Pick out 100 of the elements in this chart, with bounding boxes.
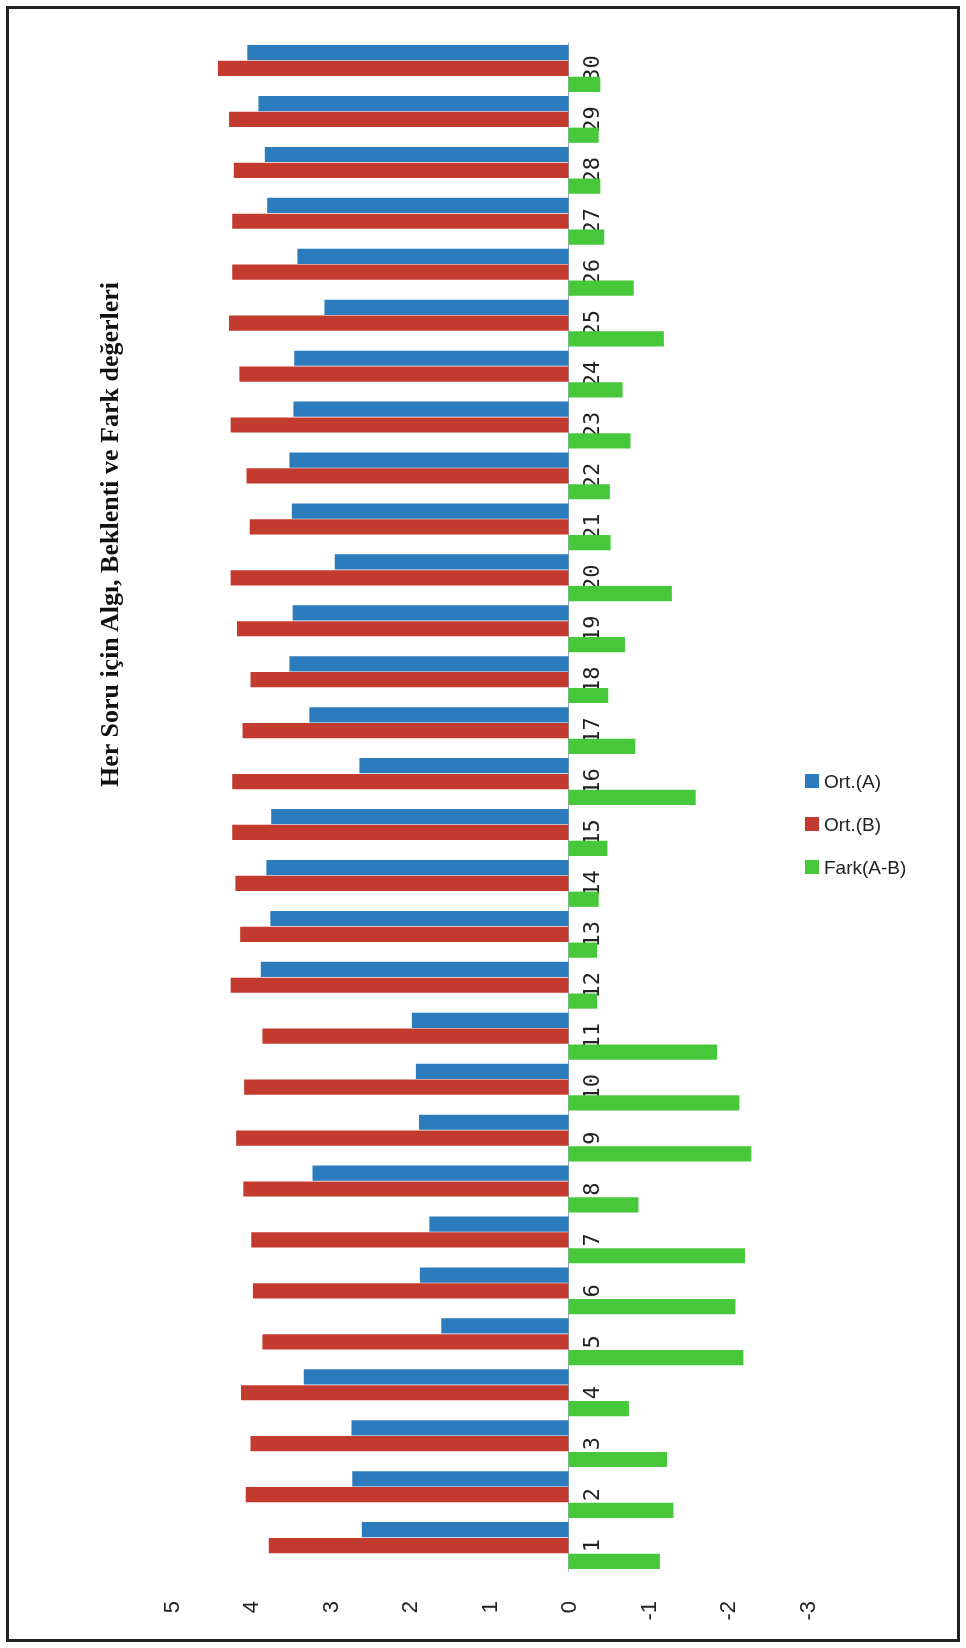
bar <box>411 1012 569 1028</box>
bar <box>568 1197 639 1213</box>
bar <box>262 1028 569 1044</box>
bar <box>568 484 610 500</box>
bar <box>244 1079 569 1095</box>
bar <box>568 76 601 92</box>
x-tick-label: 0 <box>556 1601 581 1614</box>
bar <box>294 350 569 366</box>
bar <box>230 417 569 433</box>
legend-label: Ort.(A) <box>824 770 881 792</box>
bar <box>568 738 636 755</box>
y-tick-label: 10 <box>579 1073 604 1101</box>
y-tick-label: 7 <box>579 1233 604 1247</box>
bar <box>324 299 569 315</box>
bar <box>429 1216 569 1232</box>
bar <box>229 315 569 331</box>
y-tick-label: 4 <box>579 1386 604 1400</box>
bar <box>568 687 609 704</box>
y-tick-label: 6 <box>579 1284 604 1298</box>
bar <box>441 1318 569 1334</box>
bar <box>251 1232 569 1248</box>
x-tick-label: -3 <box>794 1601 820 1621</box>
y-tick-label: 13 <box>579 921 604 948</box>
bar <box>236 1130 569 1146</box>
bar <box>236 621 569 637</box>
bar <box>289 656 569 672</box>
bar <box>243 1181 569 1197</box>
y-tick-label: 9 <box>579 1131 604 1145</box>
bar <box>568 178 601 194</box>
bar <box>568 1350 744 1366</box>
bar <box>568 1044 718 1060</box>
bar <box>568 229 605 245</box>
bar <box>568 535 611 551</box>
bar <box>291 503 569 519</box>
bar <box>250 672 569 688</box>
bar <box>568 1502 674 1519</box>
bar <box>271 809 569 825</box>
bar <box>252 1283 569 1299</box>
bar <box>247 45 569 61</box>
bar <box>568 1248 745 1264</box>
bar <box>293 401 569 417</box>
bar <box>419 1114 569 1130</box>
bar <box>268 1537 569 1554</box>
bar <box>266 859 569 876</box>
bar <box>289 452 569 468</box>
bar <box>568 789 696 805</box>
bar <box>361 1522 569 1538</box>
bar <box>568 1400 629 1417</box>
bar <box>359 758 569 774</box>
bar <box>568 840 608 856</box>
bar <box>568 1146 752 1162</box>
bar <box>260 961 569 978</box>
bar <box>568 1553 660 1569</box>
bar <box>292 605 569 621</box>
bar <box>309 707 569 723</box>
bar <box>258 95 569 112</box>
bar <box>264 146 569 163</box>
y-tick-label: 2 <box>579 1487 604 1502</box>
text: Her Soru için Algı, Beklenti ve Fark değerleri <box>94 281 124 787</box>
bar <box>568 1095 740 1111</box>
bar <box>232 213 569 229</box>
bar <box>242 722 569 739</box>
bar <box>568 1299 736 1315</box>
x-tick-label: -1 <box>635 1601 661 1621</box>
bar <box>229 111 569 128</box>
bar <box>334 554 569 570</box>
bar <box>352 1471 569 1487</box>
bar <box>240 1385 569 1401</box>
bar <box>217 60 569 77</box>
bar <box>267 197 569 214</box>
bar <box>233 162 569 178</box>
bar <box>415 1063 569 1079</box>
bar <box>419 1267 569 1283</box>
bar <box>297 248 569 264</box>
y-tick-label: 12 <box>579 972 604 999</box>
bar <box>239 366 569 382</box>
y-tick-label: 1 <box>579 1538 604 1553</box>
y-tick-label: 3 <box>579 1437 604 1451</box>
x-tick-label: 5 <box>158 1601 184 1614</box>
bar <box>230 977 569 993</box>
bar <box>568 586 672 602</box>
y-tick-label: 8 <box>579 1182 604 1196</box>
x-tick-label: 3 <box>317 1601 343 1614</box>
bar <box>568 280 634 296</box>
bar <box>232 824 569 841</box>
bar <box>262 1334 569 1350</box>
bar <box>270 910 569 927</box>
bar <box>232 264 569 280</box>
bar <box>230 570 569 586</box>
x-tick-label: 1 <box>476 1601 502 1614</box>
bar <box>250 1436 569 1452</box>
bar <box>232 773 569 790</box>
bar <box>235 875 569 892</box>
bar <box>568 636 625 653</box>
bar <box>568 331 664 347</box>
x-tick-label: -2 <box>715 1601 740 1621</box>
bar <box>568 433 631 449</box>
x-tick-label: 4 <box>238 1601 263 1614</box>
bar <box>303 1369 569 1385</box>
bar <box>312 1165 569 1181</box>
